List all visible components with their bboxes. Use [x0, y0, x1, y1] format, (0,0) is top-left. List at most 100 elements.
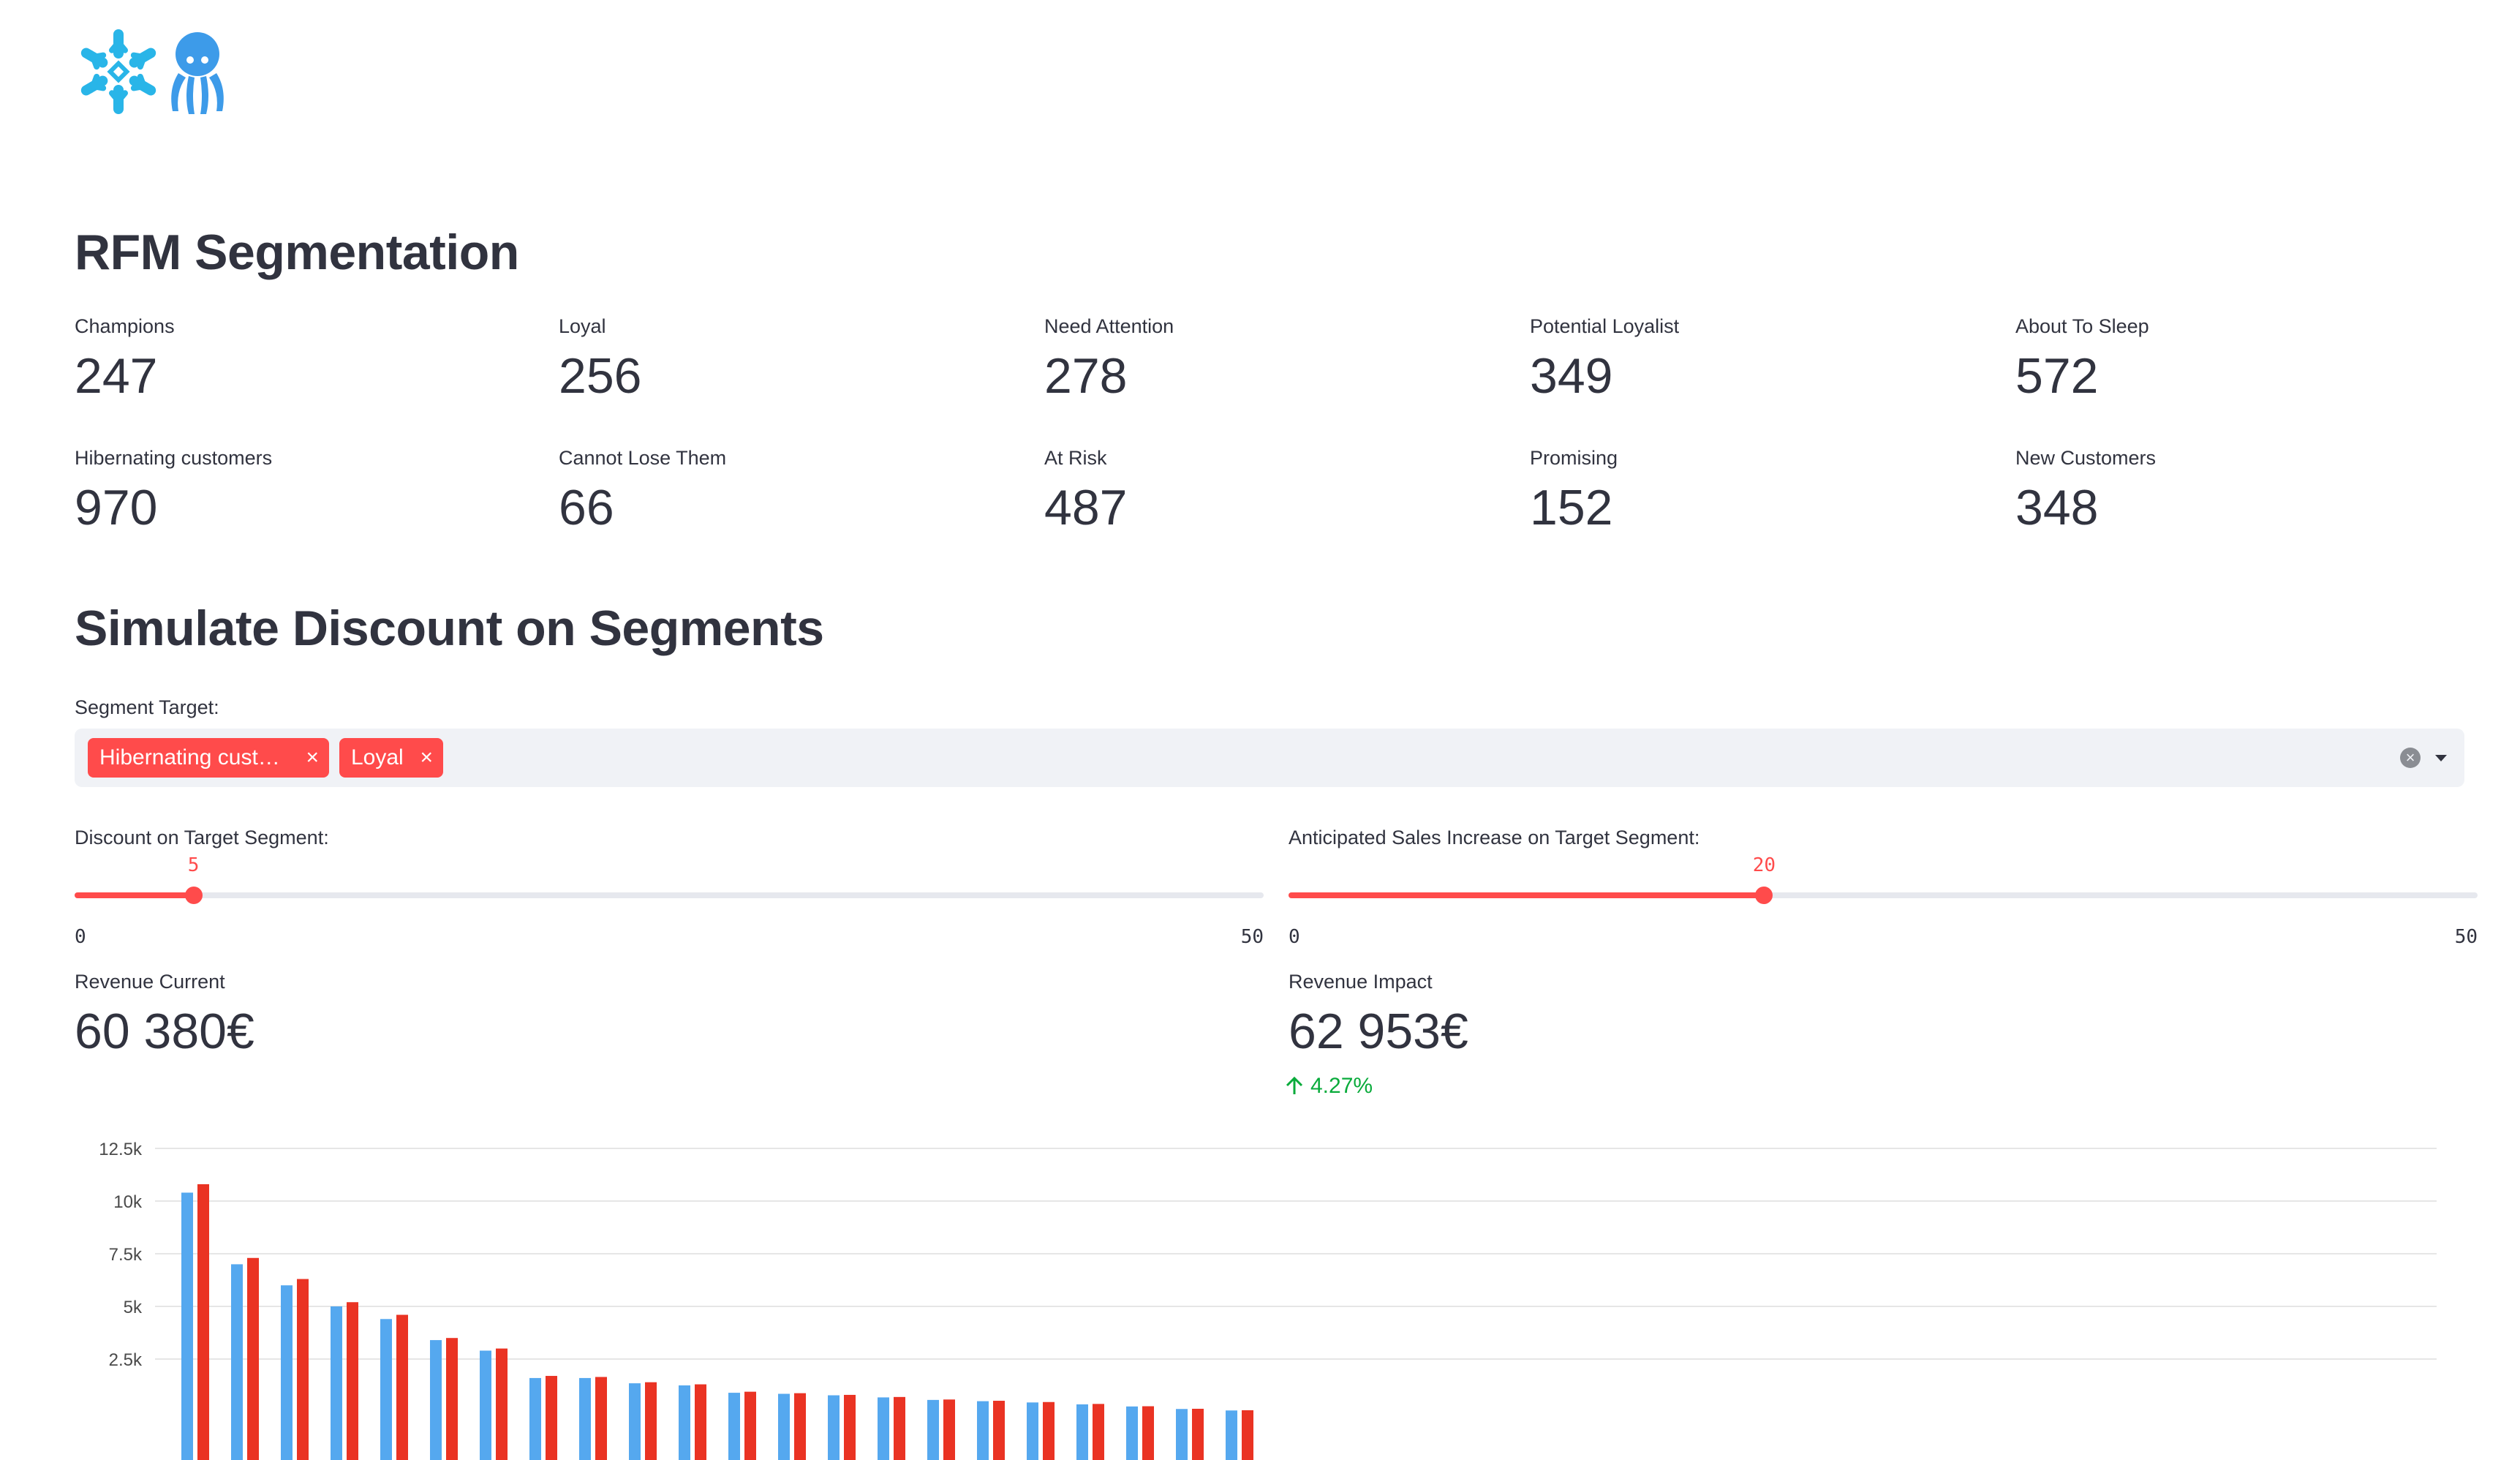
bar-current[interactable] [728, 1393, 740, 1460]
remove-tag-icon[interactable]: × [420, 745, 433, 769]
bar-current[interactable] [231, 1264, 243, 1460]
bar-impact[interactable] [894, 1396, 905, 1460]
bar-impact[interactable] [794, 1393, 806, 1460]
bar-impact[interactable] [1043, 1401, 1055, 1460]
bar-current[interactable] [1226, 1410, 1237, 1460]
metric-label: Revenue Impact [1289, 971, 1433, 993]
slider-max: 50 [1240, 926, 1264, 948]
slider-fill [1289, 892, 1765, 898]
metric-label: About To Sleep [2015, 315, 2149, 337]
bar-impact[interactable] [1242, 1410, 1253, 1460]
metric-label: Need Attention [1044, 315, 1174, 337]
segment-metric: Champions 247 [75, 315, 528, 405]
metric-label: Loyal [559, 315, 606, 337]
bar-current[interactable] [977, 1401, 989, 1460]
simulate-discount-title: Simulate Discount on Segments [75, 601, 824, 656]
metric-value: 349 [1530, 348, 1613, 404]
segment-metric: Loyal 256 [559, 315, 1012, 405]
bar-current[interactable] [1126, 1406, 1138, 1460]
bar-current[interactable] [629, 1383, 641, 1460]
metric-value: 256 [559, 348, 642, 404]
y-tick-label: 5k [124, 1298, 143, 1317]
octopus-icon [171, 32, 224, 114]
bar-current[interactable] [778, 1393, 790, 1460]
segment-tag-hibernating[interactable]: Hibernating cust… × [88, 738, 329, 778]
remove-tag-icon[interactable]: × [306, 745, 319, 769]
bar-current[interactable] [927, 1399, 939, 1460]
clear-all-icon[interactable]: × [2400, 748, 2421, 768]
revenue-delta: 4.27% [1284, 1074, 1373, 1099]
slider-min: 0 [75, 926, 86, 948]
chevron-down-icon[interactable] [2435, 755, 2447, 761]
metric-value: 60 380€ [75, 1004, 254, 1059]
slider-fill [75, 892, 194, 898]
segment-tag-loyal[interactable]: Loyal × [339, 738, 443, 778]
slider-track[interactable] [75, 892, 1264, 898]
bar-impact[interactable] [844, 1394, 856, 1460]
bar-impact[interactable] [546, 1376, 557, 1460]
metric-value: 487 [1044, 480, 1128, 535]
bar-current[interactable] [480, 1350, 491, 1460]
segment-target-multiselect[interactable]: Hibernating cust… × Loyal × × [75, 729, 2464, 787]
metric-value: 348 [2015, 480, 2099, 535]
metric-value: 970 [75, 480, 158, 535]
bar-current[interactable] [281, 1285, 293, 1460]
app-logo [76, 29, 224, 114]
slider-track[interactable] [1289, 892, 2478, 898]
bar-current[interactable] [181, 1192, 193, 1460]
bar-impact[interactable] [1093, 1404, 1104, 1460]
bar-impact[interactable] [695, 1384, 706, 1460]
rfm-segmentation-title: RFM Segmentation [75, 225, 519, 280]
bar-current[interactable] [1176, 1409, 1188, 1460]
bar-current[interactable] [1027, 1402, 1038, 1460]
revenue-delta-value: 4.27% [1310, 1074, 1373, 1098]
metric-label: Champions [75, 315, 175, 337]
discount-slider[interactable]: 5 0 50 [75, 854, 1264, 948]
bar-impact[interactable] [396, 1314, 408, 1460]
bar-current[interactable] [1076, 1404, 1088, 1460]
bar-current[interactable] [430, 1340, 442, 1460]
bar-impact[interactable] [595, 1377, 607, 1460]
bar-impact[interactable] [347, 1302, 358, 1460]
segment-metric: Hibernating customers 970 [75, 446, 528, 537]
bar-current[interactable] [679, 1385, 690, 1460]
bar-current[interactable] [529, 1377, 541, 1460]
bar-impact[interactable] [297, 1279, 309, 1460]
slider-max: 50 [2454, 926, 2478, 948]
bar-current[interactable] [828, 1395, 840, 1460]
bar-impact[interactable] [645, 1382, 657, 1460]
revenue-current-metric: Revenue Current 60 380€ [75, 970, 528, 1061]
bar-impact[interactable] [496, 1348, 508, 1460]
metric-label: Cannot Lose Them [559, 447, 727, 469]
bar-current[interactable] [579, 1377, 591, 1460]
slider-thumb[interactable] [1755, 887, 1773, 904]
segment-tag-label: Hibernating cust… [99, 745, 280, 769]
bar-impact[interactable] [993, 1401, 1005, 1460]
bar-impact[interactable] [943, 1399, 955, 1460]
segment-metric: Cannot Lose Them 66 [559, 446, 1012, 537]
metric-label: Revenue Current [75, 971, 225, 993]
metric-label: At Risk [1044, 447, 1107, 469]
metric-value: 62 953€ [1289, 1004, 1468, 1059]
bar-current[interactable] [878, 1397, 889, 1460]
bar-current[interactable] [331, 1306, 342, 1460]
revenue-bar-chart: 2.5k 5k 7.5k 10k 12.5k [99, 1140, 2437, 1460]
sales-increase-slider[interactable]: 20 0 50 [1289, 854, 2478, 948]
segment-tag-label: Loyal [351, 745, 404, 769]
bar-impact[interactable] [247, 1257, 259, 1460]
segment-target-label: Segment Target: [75, 696, 219, 718]
bar-impact[interactable] [197, 1184, 209, 1460]
bar-impact[interactable] [1142, 1406, 1154, 1460]
bar-impact[interactable] [1192, 1408, 1204, 1460]
metric-value: 152 [1530, 480, 1613, 535]
segment-metric: Potential Loyalist 349 [1530, 315, 1983, 405]
sales-increase-slider-label: Anticipated Sales Increase on Target Seg… [1289, 827, 1700, 848]
snowflake-icon [76, 29, 161, 114]
bar-current[interactable] [380, 1319, 392, 1460]
bar-impact[interactable] [744, 1391, 756, 1460]
bar-impact[interactable] [446, 1338, 458, 1460]
revenue-impact-metric: Revenue Impact 62 953€ [1289, 970, 1742, 1061]
metric-value: 572 [2015, 348, 2099, 404]
segment-metric: About To Sleep 572 [2015, 315, 2469, 405]
slider-thumb[interactable] [184, 887, 203, 904]
